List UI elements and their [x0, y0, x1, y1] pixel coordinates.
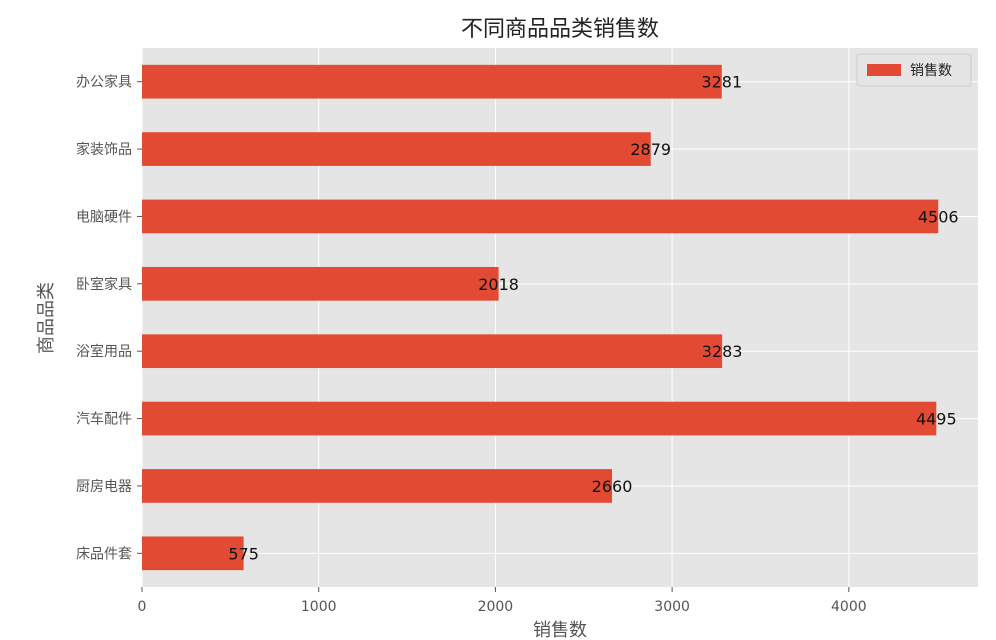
x-axis-label: 销售数 [533, 620, 587, 640]
bar [142, 266, 499, 301]
x-tick-label: 3000 [654, 599, 690, 615]
legend-box [856, 53, 972, 87]
y-tick-label: 厨房电器 [76, 479, 132, 495]
y-tick-label: 床品件套 [76, 546, 132, 562]
x-tick-label: 2000 [478, 599, 514, 615]
legend-label: 销售数 [910, 63, 952, 79]
y-tick-label: 家装饰品 [76, 141, 132, 158]
y-tick-label: 电脑硬件 [76, 209, 132, 225]
bar-data-label: 575 [228, 544, 259, 563]
bar-data-label: 4506 [918, 207, 959, 226]
bar [142, 132, 651, 166]
x-tick-label: 1000 [301, 599, 337, 615]
bar [142, 536, 244, 571]
bar-data-label: 2660 [592, 477, 633, 496]
bar-data-label: 2018 [478, 275, 519, 294]
y-axis-label: 商品品类 [36, 282, 57, 354]
bar [142, 469, 613, 503]
bar [142, 334, 723, 369]
x-tick-label: 4000 [831, 599, 867, 615]
legend: 销售数 [856, 53, 972, 87]
bars [142, 64, 939, 571]
legend-swatch [867, 64, 901, 76]
bar-data-label: 2879 [630, 140, 671, 159]
bar-data-label: 3281 [701, 73, 742, 92]
plot-area [142, 48, 978, 587]
y-tick-label: 卧室家具 [76, 276, 132, 293]
y-tick-label: 办公家具 [76, 74, 132, 91]
bar-data-label: 4495 [916, 410, 957, 429]
x-tick-label: 0 [138, 599, 147, 615]
y-tick-label: 汽车配件 [76, 411, 132, 428]
y-tick-label: 浴室用品 [76, 343, 132, 360]
x-axis-ticks: 0 1000 2000 3000 4000 [138, 587, 867, 615]
bar [142, 64, 722, 99]
bar [142, 401, 937, 436]
bar [142, 199, 939, 234]
chart-title: 不同商品品类销售数 [461, 17, 659, 42]
bar-data-label: 3283 [702, 342, 743, 361]
bar-data-labels: 3281 2879 4506 2018 3283 4495 2660 575 [228, 73, 958, 564]
